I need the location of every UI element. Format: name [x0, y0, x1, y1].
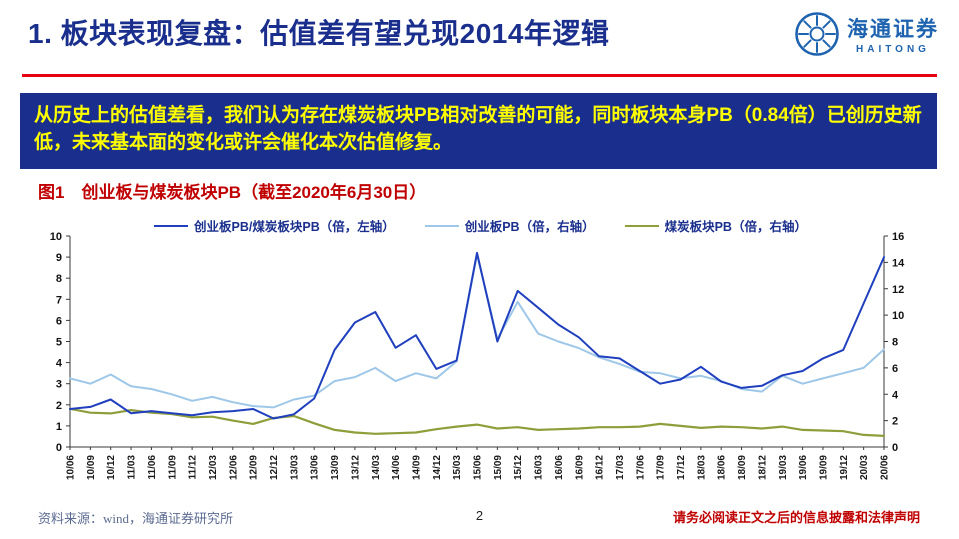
- legend-item: 煤炭板块PB（倍，右轴）: [624, 216, 807, 235]
- svg-text:10: 10: [50, 231, 62, 243]
- figure-title: 图1 创业板与煤炭板块PB（截至2020年6月30日）: [38, 183, 427, 202]
- svg-text:16/03: 16/03: [534, 455, 545, 480]
- svg-text:10/12: 10/12: [106, 455, 117, 480]
- svg-text:12/12: 12/12: [269, 455, 280, 480]
- svg-text:7: 7: [56, 294, 62, 306]
- legend-item: 创业板PB/煤炭板块PB（倍，左轴）: [154, 216, 395, 235]
- svg-text:10/06: 10/06: [66, 455, 77, 480]
- key-point-banner: 从历史上的估值差看，我们认为存在煤炭板块PB相对改善的可能，同时板块本身PB（0…: [20, 93, 937, 169]
- logo-name-cn: 海通证券: [847, 17, 939, 41]
- svg-text:13/06: 13/06: [310, 455, 321, 480]
- svg-text:15/06: 15/06: [473, 455, 484, 480]
- svg-text:6: 6: [56, 315, 62, 327]
- svg-text:15/12: 15/12: [513, 455, 524, 480]
- svg-text:14/03: 14/03: [371, 455, 382, 480]
- legend-line-swatch: [154, 224, 189, 227]
- svg-text:12/09: 12/09: [249, 455, 260, 480]
- svg-text:11/06: 11/06: [147, 455, 158, 480]
- svg-text:15/03: 15/03: [452, 455, 463, 480]
- footer-disclaimer: 请务必阅读正文之后的信息披露和法律声明: [672, 510, 920, 525]
- legend-label: 创业板PB（倍，右轴）: [464, 220, 595, 234]
- haitong-logo: 海通证券 HAITONG: [794, 11, 939, 57]
- svg-text:13/12: 13/12: [350, 455, 361, 480]
- svg-text:19/09: 19/09: [818, 455, 829, 480]
- svg-text:8: 8: [892, 337, 898, 349]
- svg-text:4: 4: [56, 358, 63, 370]
- legend-item: 创业板PB（倍，右轴）: [424, 216, 595, 235]
- legend-line-swatch: [624, 224, 659, 227]
- svg-text:17/06: 17/06: [635, 455, 646, 480]
- x-axis-labels: 10/06 10/09 10/12 11/03 11/06 11/09 11/12 12/03…: [66, 447, 891, 480]
- svg-text:1: 1: [56, 421, 62, 433]
- svg-text:16/12: 16/12: [595, 455, 606, 480]
- svg-text:19/12: 19/12: [839, 455, 850, 480]
- legend-label: 创业板PB/煤炭板块PB（倍，左轴）: [194, 220, 395, 234]
- page-number: 2: [475, 508, 484, 523]
- svg-text:12/06: 12/06: [228, 455, 239, 480]
- page-title: 1. 板块表现复盘：估值差有望兑现2014年逻辑: [28, 18, 610, 49]
- svg-text:14: 14: [892, 257, 905, 269]
- footer-source: 资料来源：wind，海通证券研究所: [38, 511, 234, 526]
- svg-text:17/12: 17/12: [676, 455, 687, 480]
- svg-text:17/09: 17/09: [656, 455, 667, 480]
- svg-text:11/03: 11/03: [127, 455, 138, 480]
- chart-area: 创业板PB/煤炭板块PB（倍，左轴） 创业板PB（倍，右轴） 煤炭板块PB（倍，…: [28, 202, 933, 502]
- svg-text:18/03: 18/03: [696, 455, 707, 480]
- svg-text:0: 0: [892, 442, 898, 454]
- svg-text:13/09: 13/09: [330, 455, 341, 480]
- title-underline-divider: [22, 74, 937, 77]
- svg-text:16/06: 16/06: [554, 455, 565, 480]
- logo-name-en: HAITONG: [856, 44, 930, 55]
- legend-line-swatch: [424, 224, 459, 227]
- svg-text:11/09: 11/09: [167, 455, 178, 480]
- svg-text:18/06: 18/06: [717, 455, 728, 480]
- svg-text:16/09: 16/09: [574, 455, 585, 480]
- svg-text:19/06: 19/06: [798, 455, 809, 480]
- svg-text:6: 6: [892, 363, 898, 375]
- logo-text: 海通证券 HAITONG: [847, 13, 939, 55]
- chart-series-line: [69, 253, 885, 409]
- svg-text:10: 10: [892, 310, 904, 322]
- svg-text:4: 4: [892, 389, 899, 401]
- svg-text:15/09: 15/09: [493, 455, 504, 480]
- svg-text:20/03: 20/03: [859, 455, 870, 480]
- chart-series-line: [69, 251, 885, 420]
- svg-text:11/12: 11/12: [188, 455, 199, 480]
- svg-text:14/12: 14/12: [432, 455, 443, 480]
- svg-text:18/09: 18/09: [737, 455, 748, 480]
- svg-text:8: 8: [56, 273, 62, 285]
- svg-text:5: 5: [56, 337, 62, 349]
- svg-text:2: 2: [892, 416, 898, 428]
- chart-legend: 创业板PB/煤炭板块PB（倍，左轴） 创业板PB（倍，右轴） 煤炭板块PB（倍，…: [28, 216, 933, 235]
- svg-text:3: 3: [56, 379, 62, 391]
- legend-label: 煤炭板块PB（倍，右轴）: [664, 220, 807, 234]
- svg-text:0: 0: [56, 442, 62, 454]
- svg-text:19/03: 19/03: [778, 455, 789, 480]
- svg-text:17/03: 17/03: [615, 455, 626, 480]
- svg-text:10/09: 10/09: [86, 455, 97, 480]
- chart-series-line: [68, 407, 886, 437]
- svg-text:20/06: 20/06: [880, 455, 891, 480]
- svg-text:2: 2: [56, 400, 62, 412]
- svg-text:12/03: 12/03: [208, 455, 219, 480]
- svg-text:18/12: 18/12: [757, 455, 768, 480]
- svg-text:13/03: 13/03: [289, 455, 300, 480]
- svg-text:14/06: 14/06: [391, 455, 402, 480]
- svg-text:9: 9: [56, 252, 62, 264]
- svg-text:14/09: 14/09: [411, 455, 422, 480]
- haitong-logo-icon: [795, 12, 839, 56]
- svg-text:16: 16: [892, 231, 904, 243]
- svg-text:12: 12: [892, 284, 904, 296]
